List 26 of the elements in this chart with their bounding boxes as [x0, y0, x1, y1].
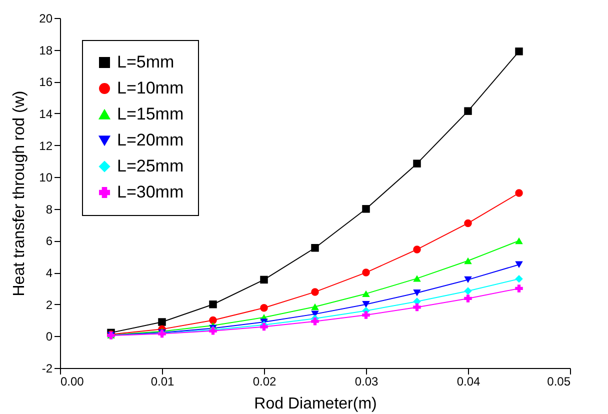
y-tick-label: 2 — [46, 298, 53, 312]
x-tick-label: 0.03 — [354, 374, 378, 388]
legend-label: L=30mm — [117, 182, 184, 202]
x-axis-title: Rod Diameter(m) — [254, 396, 377, 412]
y-tick-label: 0 — [46, 330, 53, 344]
legend-label: L=20mm — [117, 130, 184, 150]
x-tick-label: 0.02 — [252, 374, 276, 388]
y-tick-label: 10 — [39, 170, 53, 185]
y-tick-label: 12 — [39, 138, 53, 153]
y-tick-label: 20 — [39, 12, 53, 26]
x-tick-label: 0.01 — [150, 374, 174, 388]
legend-label: L=15mm — [117, 104, 184, 124]
y-axis-title: Heat transfer through rod (w) — [11, 90, 28, 296]
legend-label: L=25mm — [117, 156, 184, 176]
y-tick-label: -2 — [42, 362, 53, 376]
x-tick-label: 0.00 — [60, 374, 84, 388]
y-tick-label: 18 — [39, 43, 53, 58]
y-tick-label: 8 — [46, 202, 53, 216]
y-tick-label: 6 — [46, 234, 53, 248]
legend-label: L=10mm — [117, 78, 184, 98]
y-tick-label: 16 — [39, 75, 53, 90]
legend-label: L=5mm — [117, 52, 174, 72]
y-tick-label: 14 — [39, 106, 53, 121]
x-tick-label: 0.05 — [547, 374, 571, 388]
y-tick-label: 4 — [46, 266, 53, 280]
x-tick-label: 0.04 — [456, 374, 480, 388]
